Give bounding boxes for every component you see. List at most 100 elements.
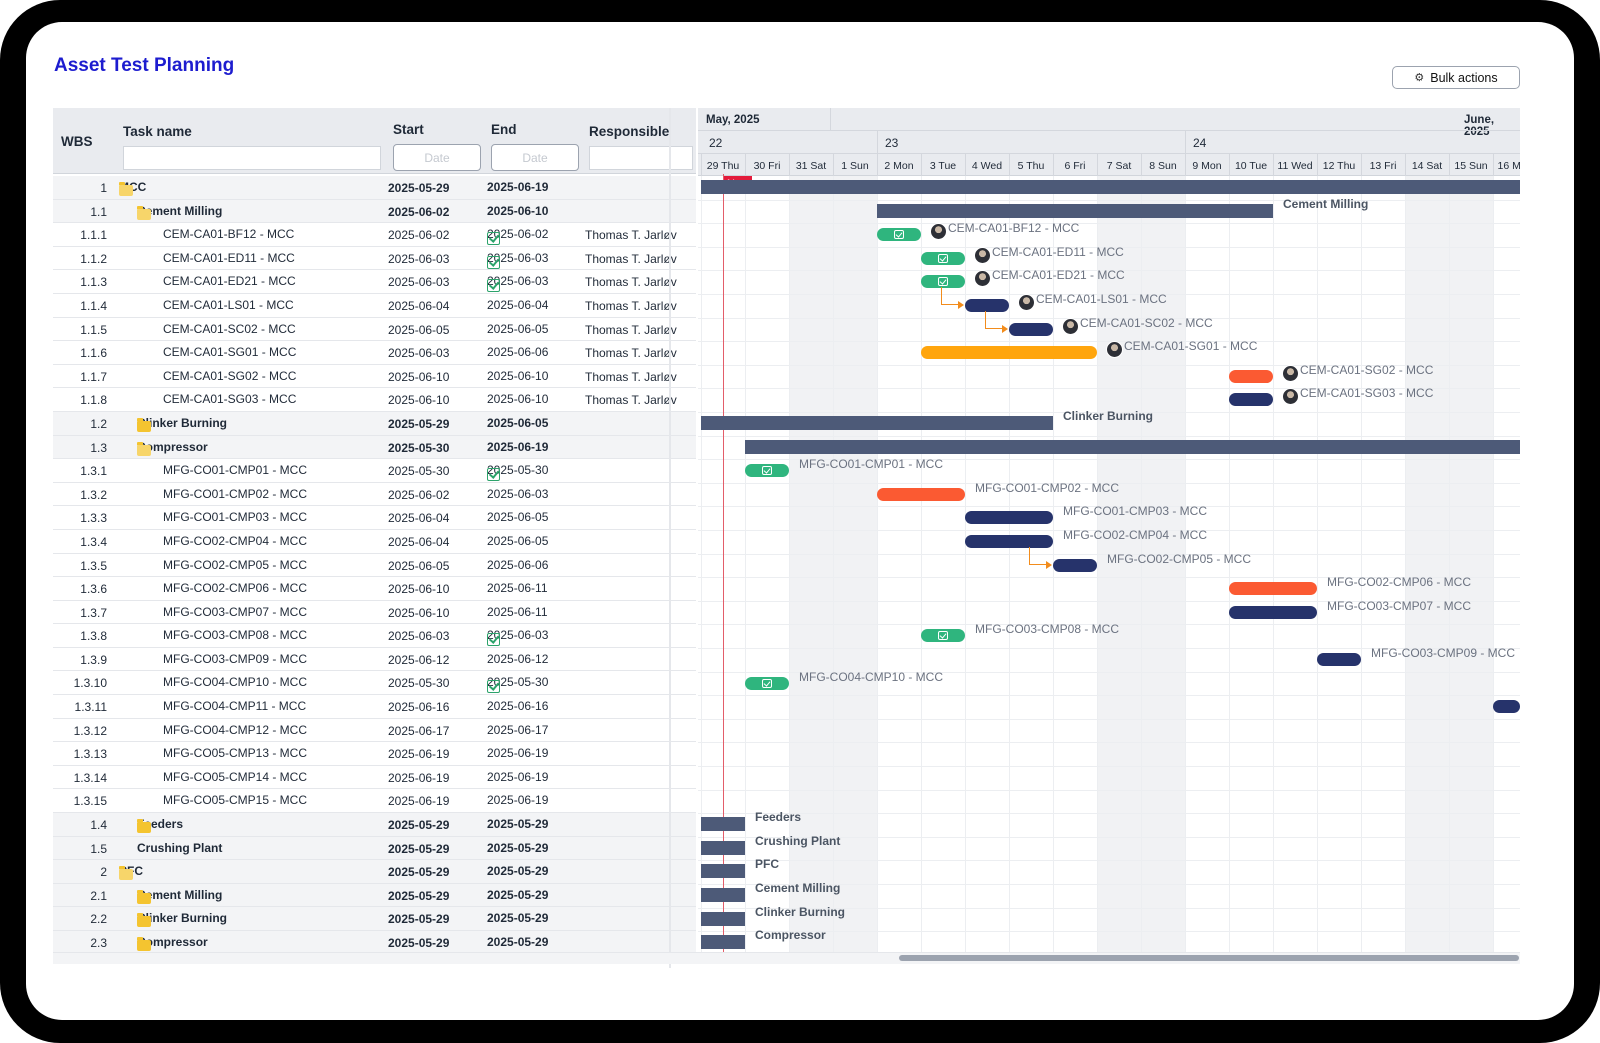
folder-icon[interactable] bbox=[137, 913, 151, 928]
table-row[interactable]: 1 MCC 2025-05-29 2025-06-19 bbox=[53, 176, 696, 200]
task-name-cell[interactable]: MFG-CO05-CMP14 - MCC bbox=[163, 770, 307, 784]
avatar[interactable] bbox=[1106, 341, 1123, 359]
table-row[interactable]: 1.1.2 CEM-CA01-ED11 - MCC 2025-06-03 2025-0… bbox=[53, 247, 696, 271]
task-name-cell[interactable]: MFG-CO03-CMP07 - MCC bbox=[163, 605, 307, 619]
responsible-filter-input[interactable] bbox=[589, 146, 693, 170]
table-row[interactable]: 1.1.8 CEM-CA01-SG03 - MCC 2025-06-10 2025-0… bbox=[53, 388, 696, 412]
column-header-start[interactable]: Start bbox=[393, 122, 424, 137]
table-row[interactable]: 1.3.13 MFG-CO05-CMP13 - MCC 2025-06-19 2025… bbox=[53, 742, 696, 766]
table-row[interactable]: 2.1 Cement Milling 2025-05-29 2025-05-29 bbox=[53, 883, 696, 908]
column-header-responsible[interactable]: Responsible bbox=[589, 124, 670, 139]
summary-bar[interactable] bbox=[877, 203, 1273, 218]
folder-icon[interactable] bbox=[137, 819, 151, 834]
summary-bar[interactable] bbox=[701, 840, 745, 855]
avatar[interactable] bbox=[1062, 317, 1079, 335]
task-name-cell[interactable]: CEM-CA01-SC02 - MCC bbox=[163, 322, 296, 336]
task-name-cell[interactable]: Cement Milling bbox=[137, 204, 222, 220]
task-name-cell[interactable]: Clinker Burning bbox=[137, 416, 227, 432]
task-bar[interactable] bbox=[965, 299, 1009, 312]
task-name-cell[interactable]: Crushing Plant bbox=[137, 841, 222, 855]
task-name-cell[interactable]: MFG-CO03-CMP09 - MCC bbox=[163, 652, 307, 666]
task-bar[interactable] bbox=[1009, 322, 1053, 336]
task-bar[interactable] bbox=[965, 535, 1053, 548]
table-row[interactable]: 1.3.9 MFG-CO03-CMP09 - MCC 2025-06-12 2025-… bbox=[53, 648, 696, 672]
task-bar[interactable] bbox=[921, 251, 965, 265]
task-bar[interactable] bbox=[965, 511, 1053, 525]
task-name-cell[interactable]: CEM-CA01-SG03 - MCC bbox=[163, 392, 296, 406]
table-row[interactable]: 1.1.4 CEM-CA01-LS01 - MCC 2025-06-04 2025-0… bbox=[53, 294, 696, 318]
task-name-cell[interactable]: MFG-CO04-CMP11 - MCC bbox=[163, 699, 306, 713]
task-name-cell[interactable]: MFG-CO05-CMP13 - MCC bbox=[163, 746, 307, 760]
task-bar[interactable] bbox=[745, 676, 789, 690]
task-bar[interactable] bbox=[1317, 653, 1361, 666]
table-row[interactable]: 1.3.14 MFG-CO05-CMP14 - MCC 2025-06-19 2025… bbox=[53, 766, 696, 790]
summary-bar[interactable] bbox=[701, 888, 745, 902]
task-name-cell[interactable]: Clinker Burning bbox=[137, 911, 227, 928]
summary-bar[interactable] bbox=[745, 439, 1520, 454]
task-name-cell[interactable]: MFG-CO05-CMP15 - MCC bbox=[163, 793, 307, 807]
task-name-cell[interactable]: MFG-CO01-CMP02 - MCC bbox=[163, 487, 307, 501]
table-row[interactable]: 1.1.6 CEM-CA01-SG01 - MCC 2025-06-03 2025-0… bbox=[53, 341, 696, 365]
table-row[interactable]: 1.3.5 MFG-CO02-CMP05 - MCC 2025-06-05 2025-… bbox=[53, 554, 696, 578]
folder-icon[interactable] bbox=[137, 889, 151, 904]
table-row[interactable]: 1.3.4 MFG-CO02-CMP04 - MCC 2025-06-04 2025-… bbox=[53, 530, 696, 554]
split-divider[interactable] bbox=[669, 108, 671, 968]
table-row[interactable]: 1.3.2 MFG-CO01-CMP02 - MCC 2025-06-02 2025-… bbox=[53, 483, 696, 507]
avatar[interactable] bbox=[974, 246, 991, 264]
task-name-cell[interactable]: Feeders bbox=[137, 817, 183, 834]
table-row[interactable]: 1.3.7 MFG-CO03-CMP07 - MCC 2025-06-10 2025-… bbox=[53, 601, 696, 625]
table-row[interactable]: 1.1.7 CEM-CA01-SG02 - MCC 2025-06-10 2025-0… bbox=[53, 365, 696, 389]
summary-bar[interactable] bbox=[701, 180, 1520, 194]
task-bar[interactable] bbox=[1493, 700, 1520, 714]
task-name-cell[interactable]: MFG-CO02-CMP04 - MCC bbox=[163, 534, 307, 548]
folder-icon[interactable] bbox=[137, 441, 151, 456]
table-row[interactable]: 1.3.15 MFG-CO05-CMP15 - MCC 2025-06-19 2025… bbox=[53, 789, 696, 814]
task-name-cell[interactable]: MFG-CO04-CMP12 - MCC bbox=[163, 723, 307, 737]
task-name-cell[interactable]: Compressor bbox=[137, 440, 208, 456]
summary-bar[interactable] bbox=[701, 817, 745, 832]
task-name-cell[interactable]: CEM-CA01-ED11 - MCC bbox=[163, 251, 295, 265]
task-bar[interactable] bbox=[1229, 582, 1317, 596]
table-row[interactable]: 1.3.1 MFG-CO01-CMP01 - MCC 2025-05-30 2025-… bbox=[53, 459, 696, 483]
table-row[interactable]: 1.1.1 CEM-CA01-BF12 - MCC 2025-06-02 2025-0… bbox=[53, 223, 696, 247]
task-bar[interactable] bbox=[745, 464, 789, 478]
column-header-task-name[interactable]: Task name bbox=[123, 124, 192, 139]
task-bar[interactable] bbox=[877, 228, 921, 242]
task-name-cell[interactable]: CEM-CA01-SG01 - MCC bbox=[163, 345, 296, 359]
summary-bar[interactable] bbox=[701, 911, 745, 926]
column-header-end[interactable]: End bbox=[491, 122, 517, 137]
task-name-cell[interactable]: MFG-CO04-CMP10 - MCC bbox=[163, 675, 307, 689]
task-name-cell[interactable]: MCC bbox=[119, 180, 146, 196]
folder-icon[interactable] bbox=[137, 937, 151, 951]
task-bar[interactable] bbox=[877, 487, 965, 501]
bulk-actions-button[interactable]: ⚙ Bulk actions bbox=[1392, 66, 1520, 89]
table-row[interactable]: 1.1 Cement Milling 2025-06-02 2025-06-10 bbox=[53, 199, 696, 224]
table-row[interactable]: 1.1.5 CEM-CA01-SC02 - MCC 2025-06-05 2025-0… bbox=[53, 318, 696, 342]
end-date-filter[interactable] bbox=[491, 144, 579, 171]
avatar[interactable] bbox=[930, 223, 947, 241]
avatar[interactable] bbox=[974, 270, 991, 288]
table-row[interactable]: 2.2 Clinker Burning 2025-05-29 2025-05-29 bbox=[53, 907, 696, 931]
table-row[interactable]: 1.3 Compressor 2025-05-30 2025-06-19 bbox=[53, 435, 696, 460]
task-name-cell[interactable]: MFG-CO01-CMP03 - MCC bbox=[163, 510, 307, 524]
table-row[interactable]: 2 PFC 2025-05-29 2025-05-29 bbox=[53, 860, 696, 884]
avatar[interactable] bbox=[1282, 388, 1299, 406]
task-bar[interactable] bbox=[1229, 369, 1273, 383]
table-row[interactable]: 1.3.11 MFG-CO04-CMP11 - MCC 2025-06-16 2025… bbox=[53, 695, 696, 719]
task-bar[interactable] bbox=[1053, 558, 1097, 572]
summary-bar[interactable] bbox=[701, 864, 745, 879]
avatar[interactable] bbox=[1018, 294, 1035, 311]
task-bar[interactable] bbox=[1229, 393, 1273, 407]
avatar[interactable] bbox=[1282, 364, 1299, 382]
folder-icon[interactable] bbox=[119, 866, 133, 881]
task-name-cell[interactable]: MFG-CO02-CMP06 - MCC bbox=[163, 581, 307, 595]
task-bar[interactable] bbox=[921, 275, 965, 289]
table-row[interactable]: 1.4 Feeders 2025-05-29 2025-05-29 bbox=[53, 813, 696, 837]
table-row[interactable]: 1.3.3 MFG-CO01-CMP03 - MCC 2025-06-04 2025-… bbox=[53, 506, 696, 530]
task-name-cell[interactable]: PFC bbox=[119, 864, 143, 881]
summary-bar[interactable] bbox=[701, 935, 745, 950]
task-name-cell[interactable]: CEM-CA01-BF12 - MCC bbox=[163, 227, 294, 241]
start-date-filter[interactable] bbox=[393, 144, 481, 171]
task-name-cell[interactable]: Compressor bbox=[137, 935, 208, 951]
table-row[interactable]: 1.3.6 MFG-CO02-CMP06 - MCC 2025-06-10 2025-… bbox=[53, 577, 696, 601]
